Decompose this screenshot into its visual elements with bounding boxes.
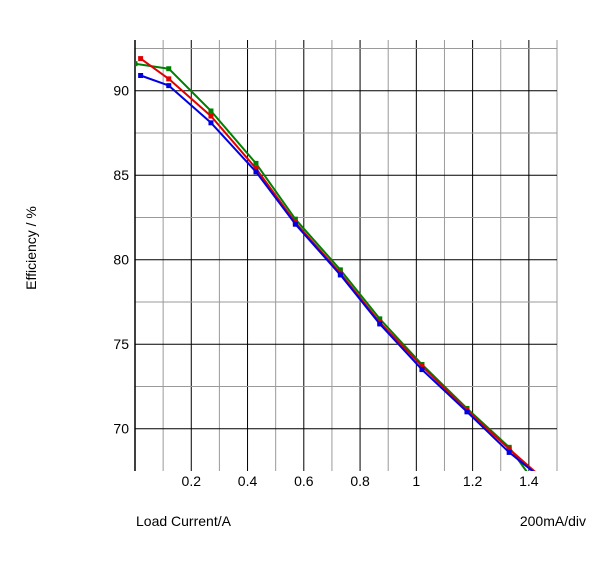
data-point [377, 321, 383, 327]
y-axis-title: Efficiency / % [23, 206, 39, 290]
series-line-3 [140, 74, 535, 471]
tick-labels: 0.2 0.4 0.6 0.8 1 1.2 1.4 70 75 80 85 90 [113, 83, 538, 489]
data-point [208, 108, 214, 114]
data-point [549, 484, 554, 489]
data-point [208, 120, 214, 126]
data-point [337, 267, 343, 273]
series-group [135, 56, 554, 489]
grid [135, 40, 558, 471]
x-tick-label: 0.6 [294, 473, 314, 489]
data-point [292, 221, 298, 227]
data-point [377, 316, 383, 322]
x-tick-label: 1 [412, 473, 420, 489]
data-point [506, 446, 512, 452]
data-point [464, 409, 470, 415]
data-point [135, 61, 138, 67]
data-point [549, 484, 554, 489]
series-line-2 [140, 57, 536, 471]
data-point [138, 56, 144, 62]
x-tick-label: 1.4 [519, 473, 539, 489]
data-point [292, 216, 298, 222]
data-point [166, 76, 172, 82]
data-point [253, 160, 259, 166]
data-point [419, 363, 425, 369]
x-tick-label: 1.2 [463, 473, 483, 489]
data-point [166, 66, 172, 72]
x-tick-label: 0.4 [238, 473, 258, 489]
y-tick-label: 90 [113, 83, 129, 99]
y-tick-label: 80 [113, 252, 129, 268]
data-point [166, 83, 172, 89]
y-tick-label: 75 [113, 336, 129, 352]
y-tick-label: 85 [113, 167, 129, 183]
data-point [419, 367, 425, 373]
data-point [506, 449, 512, 455]
data-point [337, 272, 343, 278]
series-line-1 [135, 62, 528, 471]
data-point [208, 113, 214, 119]
data-point [253, 165, 259, 171]
scale-note: 200mA/div [520, 513, 586, 529]
x-axis-title: Load Current/A [136, 513, 232, 529]
data-point [138, 72, 144, 78]
x-tick-label: 0.2 [182, 473, 202, 489]
x-tick-label: 0.8 [350, 473, 370, 489]
data-point [253, 169, 259, 175]
y-tick-label: 70 [113, 421, 129, 437]
